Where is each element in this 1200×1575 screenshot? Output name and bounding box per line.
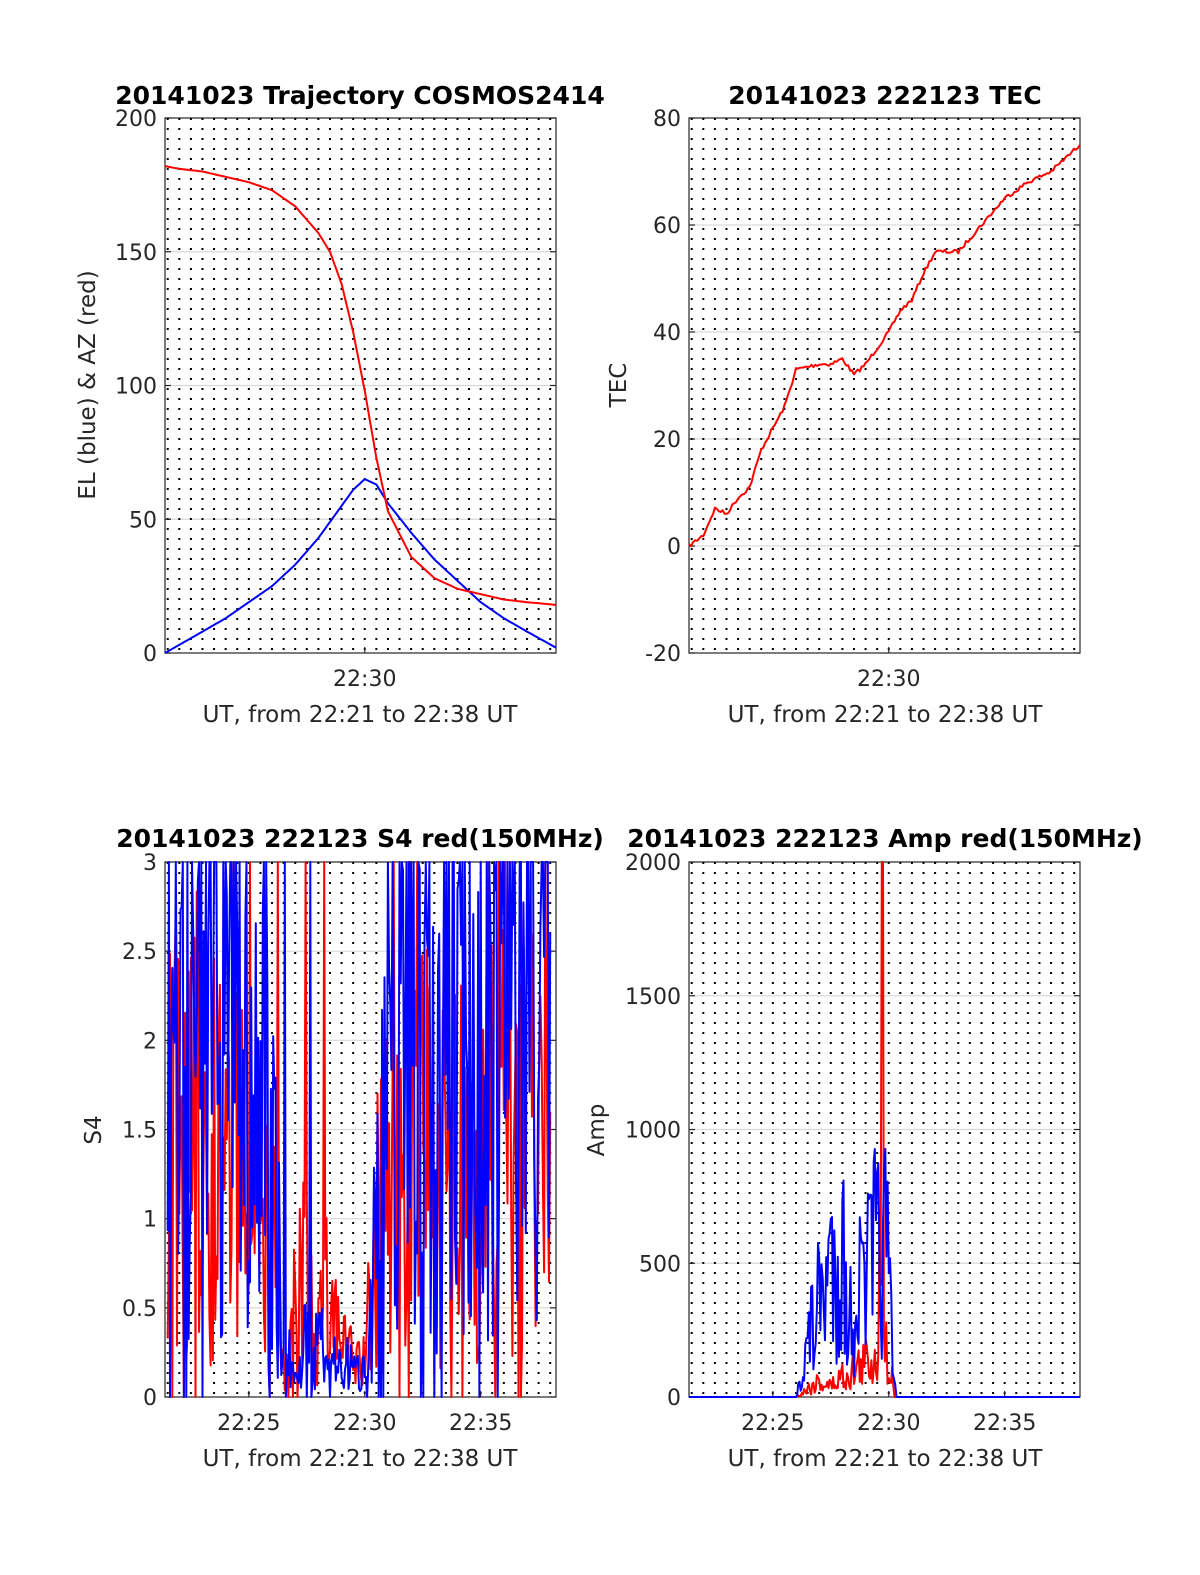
amp-ytick-label: 500 [639, 1252, 681, 1277]
trajectory-ticks: 0 50 100 150 200 22:30 [115, 107, 556, 692]
trajectory-series-red-line [164, 165, 557, 606]
amp-ytick-label: 2000 [625, 851, 681, 876]
amp-ytick-label: 1000 [625, 1119, 681, 1144]
s4-panel: 0 0.5 1 1.5 2 2.5 3 22:25 22:30 22:35 20141023 22… [81, 824, 604, 1472]
s4-ytick-label: 0.5 [122, 1297, 157, 1322]
tec-ticks: -20 0 20 40 60 80 22:30 [645, 107, 1080, 692]
s4-xtick-label: 22:30 [333, 1411, 396, 1436]
s4-y-axis-label: S4 [81, 1115, 107, 1144]
s4-title: 20141023 222123 S4 red(150MHz) [116, 824, 604, 853]
tec-series-red-line [688, 144, 1081, 548]
amp-ticks: 0 500 1000 1500 2000 22:25 22:30 22:35 [625, 851, 1080, 1436]
tec-title: 20141023 222123 TEC [728, 81, 1041, 110]
s4-ytick-label: 2.5 [122, 940, 157, 965]
tec-axes-box [688, 117, 1081, 654]
trajectory-y-axis-label: EL (blue) & AZ (red) [75, 270, 101, 499]
amp-panel: 0 500 1000 1500 2000 22:25 22:30 22:35 20141023… [584, 824, 1143, 1472]
trajectory-x-axis-label: UT, from 22:21 to 22:38 UT [203, 702, 519, 728]
s4-ytick-label: 0 [143, 1386, 157, 1411]
trajectory-ytick-label: 50 [129, 508, 157, 533]
trajectory-ytick-label: 100 [115, 375, 157, 400]
tec-grid [689, 118, 1080, 653]
trajectory-ytick-label: 150 [115, 241, 157, 266]
tec-ytick-label: 40 [653, 321, 681, 346]
trajectory-series-blue-line [164, 478, 557, 654]
tec-xtick-label: 22:30 [857, 667, 920, 692]
tec-ytick-label: 60 [653, 214, 681, 239]
tec-x-axis-label: UT, from 22:21 to 22:38 UT [728, 702, 1044, 728]
trajectory-ytick-label: 200 [115, 107, 157, 132]
amp-plot-area [689, 861, 1080, 1398]
amp-xtick-label: 22:30 [857, 1411, 920, 1436]
amp-xtick-label: 22:35 [973, 1411, 1036, 1436]
trajectory-plot-area [164, 165, 557, 654]
amp-ytick-label: 1500 [625, 985, 681, 1010]
s4-x-axis-label: UT, from 22:21 to 22:38 UT [203, 1446, 519, 1472]
trajectory-title: 20141023 Trajectory COSMOS2414 [115, 81, 605, 110]
tec-ytick-label: -20 [645, 642, 681, 667]
amp-y-axis-label: Amp [584, 1104, 610, 1157]
tec-ytick-label: 0 [667, 535, 681, 560]
tec-ytick-label: 20 [653, 428, 681, 453]
trajectory-ytick-label: 0 [143, 642, 157, 667]
amp-ytick-label: 0 [667, 1386, 681, 1411]
amp-title: 20141023 222123 Amp red(150MHz) [627, 824, 1143, 853]
s4-ytick-label: 1.5 [122, 1119, 157, 1144]
trajectory-xtick-label: 22:30 [333, 667, 396, 692]
amp-xtick-label: 22:25 [741, 1411, 804, 1436]
s4-ytick-label: 1 [143, 1208, 157, 1233]
s4-ticks: 0 0.5 1 1.5 2 2.5 3 22:25 22:30 22:35 [122, 851, 556, 1436]
tec-panel: -20 0 20 40 60 80 22:30 20141023 222123 TEC UT… [606, 81, 1081, 728]
s4-ytick-label: 2 [143, 1029, 157, 1054]
tec-ytick-label: 80 [653, 107, 681, 132]
s4-xtick-label: 22:25 [217, 1411, 280, 1436]
s4-plot-area [166, 861, 552, 1398]
amp-x-axis-label: UT, from 22:21 to 22:38 UT [728, 1446, 1044, 1472]
tec-y-axis-label: TEC [606, 363, 632, 409]
trajectory-panel: 0 50 100 150 200 22:30 20141023 Trajectory CO… [75, 81, 605, 728]
s4-ytick-label: 3 [143, 851, 157, 876]
tec-plot-area [688, 144, 1081, 548]
s4-xtick-label: 22:35 [449, 1411, 512, 1436]
amp-series-blue-line [689, 1147, 1080, 1398]
s4-series-blue-line [166, 861, 552, 1398]
trajectory-grid [165, 118, 556, 653]
